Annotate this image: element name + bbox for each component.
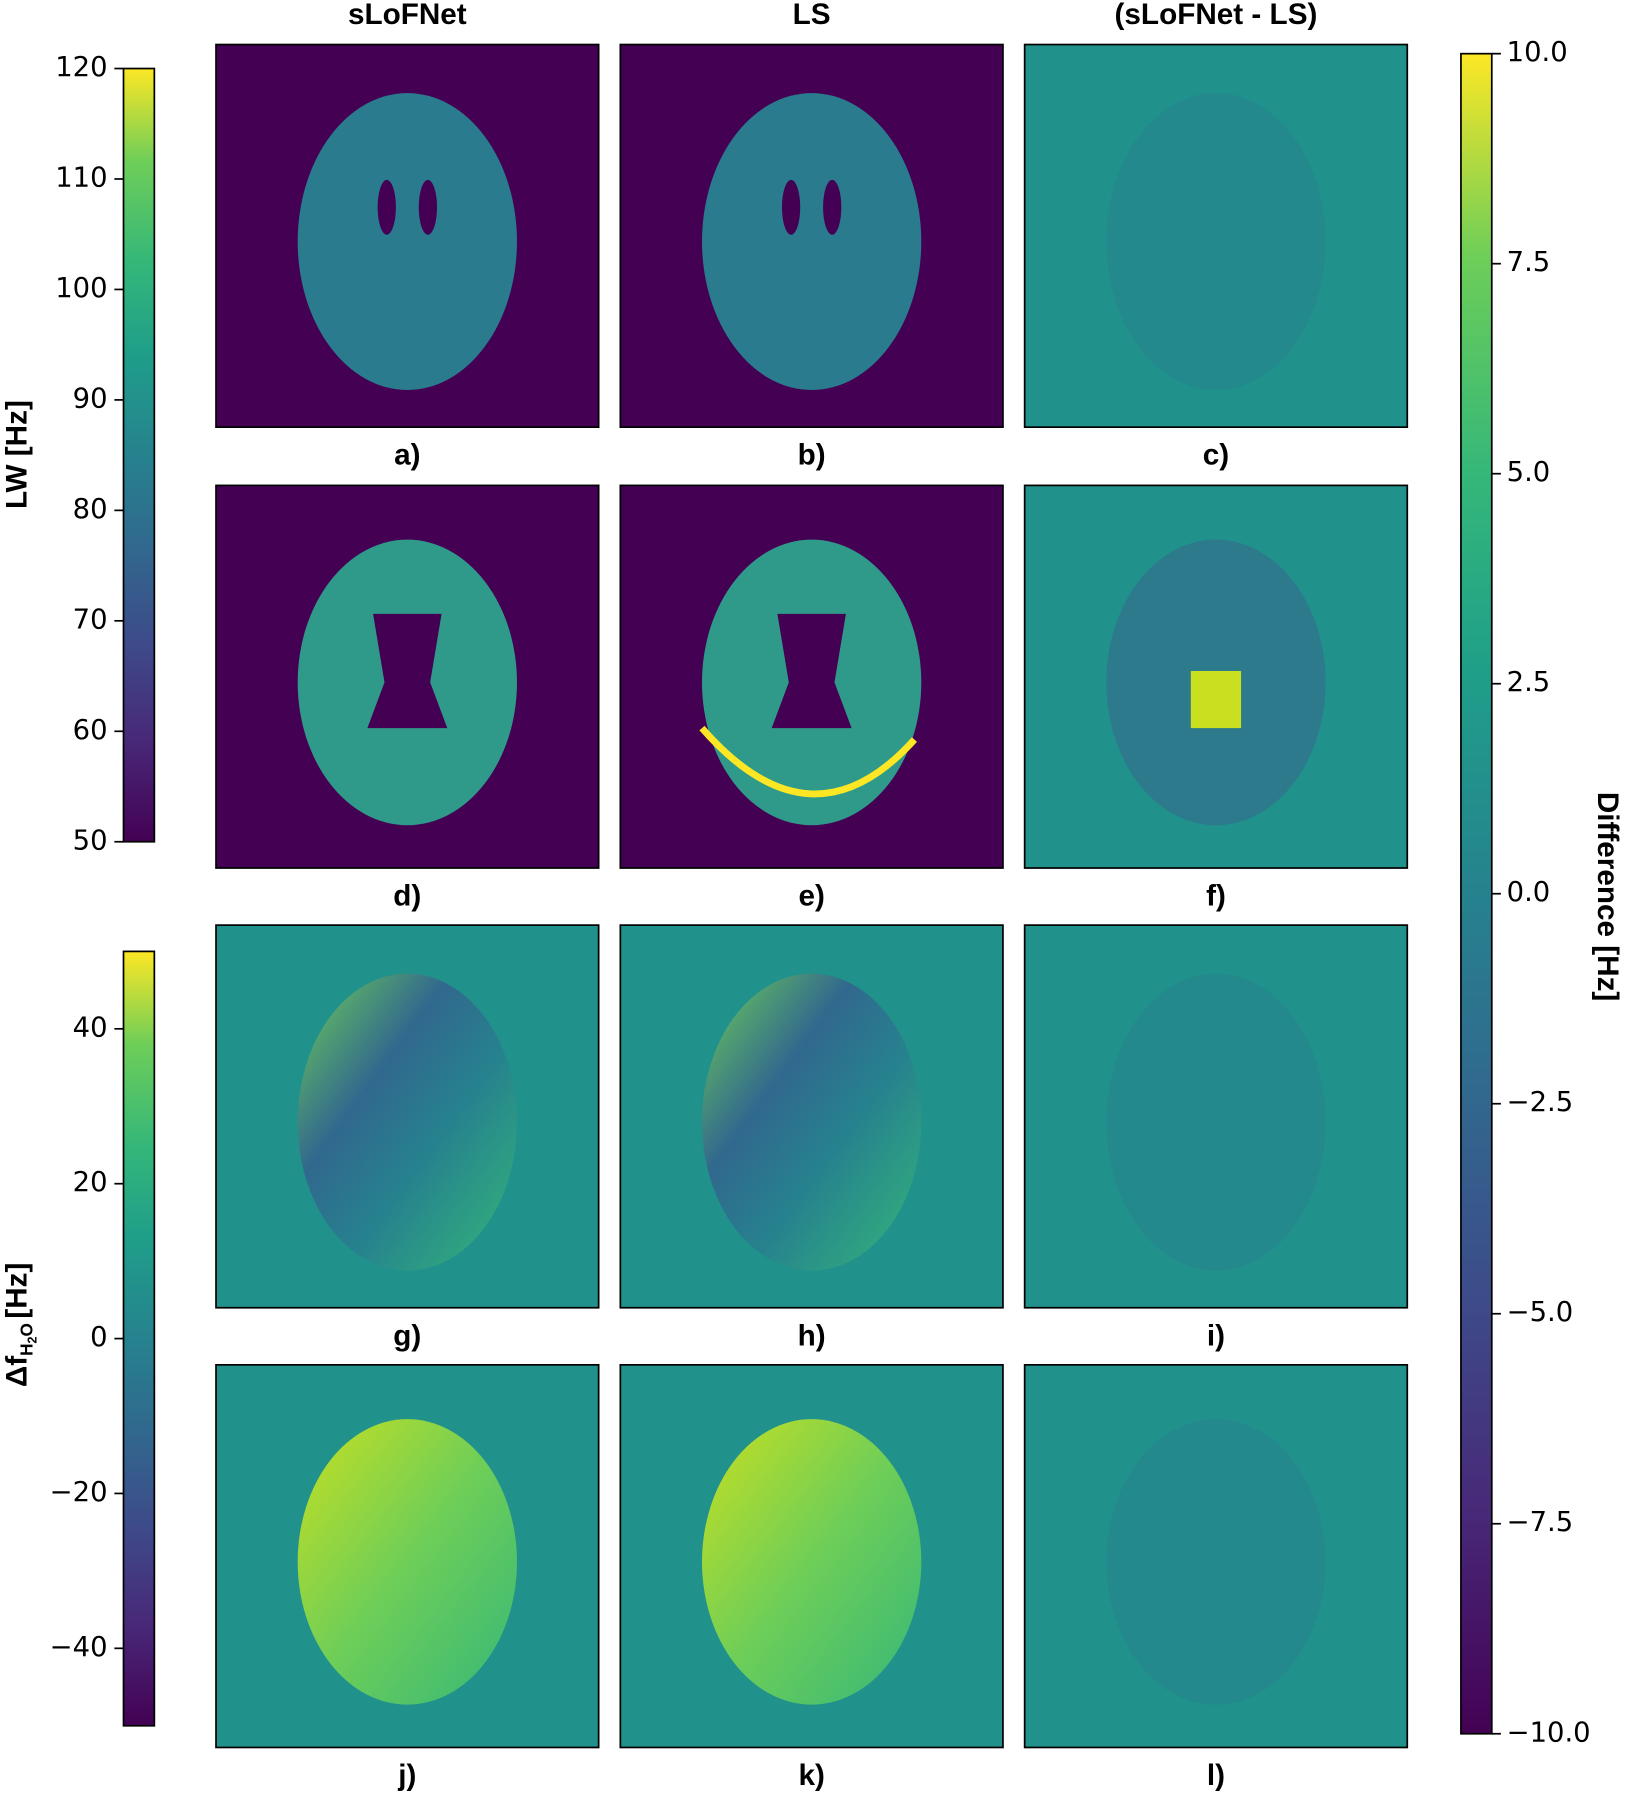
brain-panel: [215, 1363, 600, 1749]
colorbar-tick-label: −20: [50, 1477, 108, 1508]
ventricle: [823, 179, 842, 235]
brain-panel: [1023, 43, 1409, 429]
brain-panel: [215, 484, 600, 869]
colorbar-tick-label: 7.5: [1507, 247, 1551, 278]
colorbar-tick-label: 90: [73, 383, 108, 414]
brain: [297, 93, 517, 391]
brain-panel: [619, 43, 1004, 429]
colorbar-tick-label: −5.0: [1507, 1297, 1574, 1328]
brain: [297, 973, 517, 1271]
colorbar-tick-label: 80: [73, 494, 108, 525]
colorbar-tick-label: 110: [55, 162, 107, 193]
brain: [702, 1419, 922, 1705]
difference-colorbar-label: Difference [Hz]: [1591, 792, 1624, 1002]
difference-hotspot: [1190, 671, 1242, 729]
column-title: LS: [793, 0, 831, 31]
brain: [297, 1419, 517, 1705]
column-title: sLoFNet: [348, 0, 467, 31]
brain: [702, 93, 922, 391]
colorbar-tick-label: −10.0: [1507, 1717, 1591, 1748]
colorbar-tick-label: −40: [50, 1632, 108, 1663]
colorbar-tick-label: −7.5: [1507, 1507, 1574, 1538]
ventricle: [771, 613, 852, 729]
brain: [1106, 1419, 1326, 1705]
column-title: (sLoFNet - LS): [1115, 0, 1318, 31]
label-part: O: [16, 1323, 36, 1336]
df-colorbar-label: ΔfH2O [Hz]: [0, 1263, 39, 1388]
colorbar-tick-label: 70: [73, 604, 108, 635]
colorbar-tick-label: 0.0: [1507, 877, 1551, 908]
brain: [1106, 973, 1326, 1271]
brain: [702, 973, 922, 1271]
colorbar: [122, 950, 156, 1727]
panel-label: h): [798, 1319, 826, 1352]
colorbar-tick-label: 100: [55, 273, 107, 304]
colorbar-tick-label: 60: [73, 715, 108, 746]
label-part: [Hz]: [0, 1263, 33, 1319]
colorbar-tick-label: 0: [90, 1322, 107, 1353]
brain-panel: [619, 484, 1004, 869]
panel-label: g): [393, 1319, 421, 1352]
ventricle: [377, 179, 396, 235]
panel-label: b): [798, 439, 826, 472]
colorbar-tick-label: 120: [55, 52, 107, 83]
panel-label: i): [1207, 1319, 1225, 1352]
ventricle: [781, 179, 801, 235]
panel-label: j): [397, 1759, 416, 1792]
lw-colorbar-label: LW [Hz]: [0, 400, 33, 509]
panel-label: k): [798, 1759, 824, 1792]
colorbar-tick-label: 10.0: [1507, 37, 1568, 68]
ventricle: [367, 613, 448, 729]
brain-panel: [215, 924, 600, 1309]
brain-panel: [1023, 1363, 1409, 1749]
colorbar-tick-label: 40: [73, 1012, 108, 1043]
colorbar-tick-label: 50: [73, 825, 108, 856]
brain-panel: [1023, 484, 1409, 869]
edge-artifact: [699, 725, 917, 798]
colorbar: [1460, 52, 1493, 1735]
panel-label: d): [393, 880, 421, 913]
panel-label: f): [1206, 880, 1226, 913]
brain-panel: [1023, 924, 1409, 1309]
brain-panel: [619, 1363, 1004, 1749]
label-part: 2: [26, 1337, 40, 1344]
label-part: Δf: [0, 1356, 33, 1387]
colorbar-tick-label: 5.0: [1507, 457, 1551, 488]
colorbar: [122, 67, 156, 843]
brain-panel: [215, 43, 600, 429]
panel-label: c): [1203, 439, 1229, 472]
panel-label: a): [394, 439, 420, 472]
colorbar-tick-label: 2.5: [1507, 667, 1551, 698]
colorbar-tick-label: −2.5: [1507, 1087, 1574, 1118]
brain-panel: [619, 924, 1004, 1309]
panel-label: l): [1207, 1759, 1225, 1792]
colorbar-tick-label: 20: [73, 1167, 108, 1198]
label-part: H: [16, 1344, 36, 1356]
brain: [1106, 93, 1326, 391]
panel-label: e): [798, 880, 824, 913]
ventricle: [418, 179, 438, 235]
